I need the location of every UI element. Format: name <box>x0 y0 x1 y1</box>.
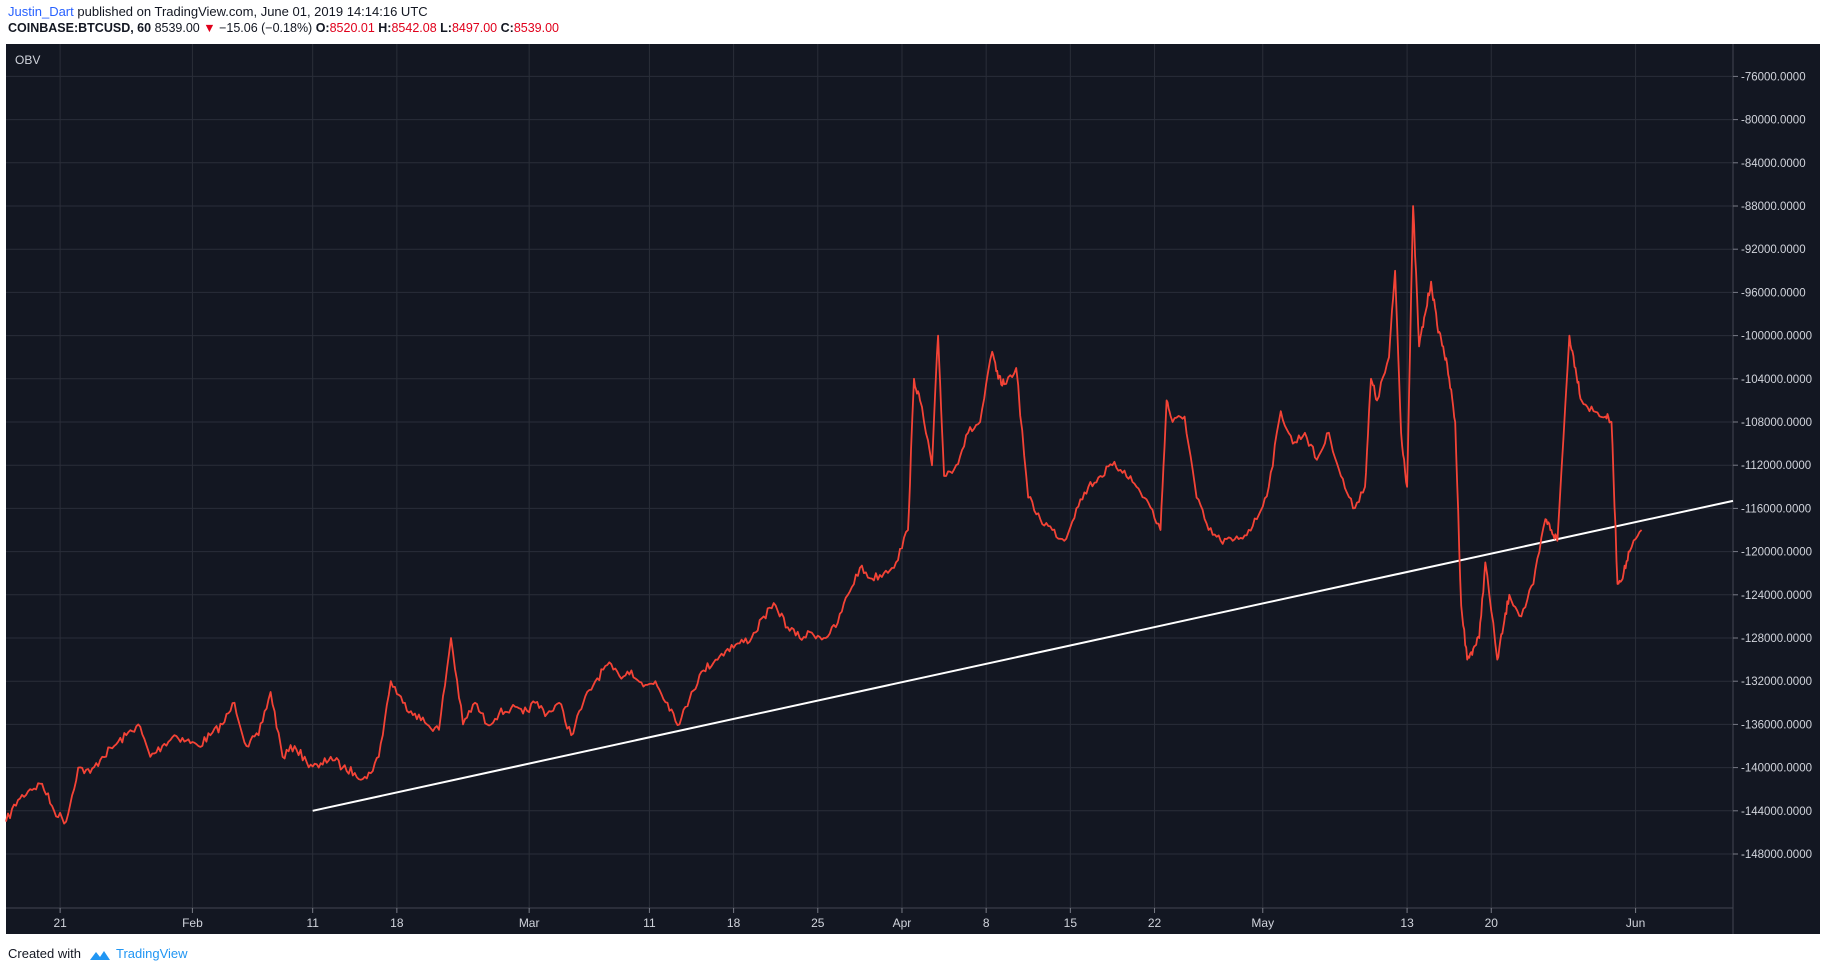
x-tick-label: 20 <box>1485 916 1499 930</box>
y-tick-label: -80000.0000 <box>1741 115 1806 127</box>
author-link[interactable]: Justin_Dart <box>8 4 74 19</box>
y-tick-label: -116000.0000 <box>1741 503 1811 515</box>
x-tick-label: 22 <box>1148 916 1162 930</box>
y-tick-label: -128000.0000 <box>1741 633 1812 645</box>
y-tick-label: -76000.0000 <box>1741 71 1806 83</box>
y-tick-label: -112000.0000 <box>1741 460 1811 472</box>
y-tick-label: -120000.0000 <box>1741 547 1812 559</box>
tradingview-logo-icon <box>89 950 110 960</box>
high-value: 8542.08 <box>391 21 437 35</box>
x-tick-label: Jun <box>1626 916 1645 930</box>
chart-background <box>6 44 1820 934</box>
x-tick-label: 11 <box>643 916 656 930</box>
down-arrow-icon: ▼ <box>203 21 216 35</box>
footer: Created with TradingView <box>8 946 188 962</box>
y-tick-label: -100000.0000 <box>1741 331 1812 343</box>
close-value: 8539.00 <box>513 21 560 35</box>
y-tick-label: -104000.0000 <box>1741 374 1812 386</box>
axis-ticks: -76000.0000 -80000.0000 -84000.0000 -88000.… <box>53 71 1812 930</box>
price-change: −15.06 (−0.18%) <box>219 21 313 35</box>
x-tick-label: 25 <box>811 916 825 930</box>
y-tick-label: -124000.0000 <box>1741 590 1812 602</box>
grid-lines <box>6 44 1733 908</box>
created-with-text: Created with <box>8 946 81 961</box>
x-tick-label: 11 <box>306 916 319 930</box>
x-tick-label: 18 <box>390 916 404 930</box>
indicator-label: OBV <box>15 53 40 67</box>
x-tick-label: Apr <box>893 916 912 930</box>
y-tick-label: -92000.0000 <box>1741 244 1806 256</box>
y-tick-label: -88000.0000 <box>1741 201 1806 213</box>
x-tick-label: Mar <box>519 916 540 930</box>
last-price: 8539.00 <box>154 21 200 35</box>
y-tick-label: -140000.0000 <box>1741 763 1812 775</box>
publish-line: Justin_Dart published on TradingView.com… <box>8 4 559 19</box>
y-tick-label: -84000.0000 <box>1741 158 1806 170</box>
x-tick-label: 8 <box>983 916 990 930</box>
close-label: C: <box>500 21 514 35</box>
open-label: O: <box>315 21 330 35</box>
y-tick-label: -136000.0000 <box>1741 719 1812 731</box>
y-tick-label: -148000.0000 <box>1741 849 1812 861</box>
y-tick-label: -96000.0000 <box>1741 287 1806 299</box>
tradingview-brand[interactable]: TradingView <box>116 946 188 961</box>
x-tick-label: Feb <box>182 916 203 930</box>
symbol-line: COINBASE:BTCUSD, 60 8539.00 ▼ −15.06 (−0… <box>8 21 559 36</box>
y-tick-label: -144000.0000 <box>1741 806 1812 818</box>
x-tick-label: 18 <box>727 916 741 930</box>
open-value: 8520.01 <box>329 21 375 35</box>
y-tick-label: -132000.0000 <box>1741 676 1812 688</box>
symbol-label: COINBASE:BTCUSD, 60 <box>8 21 152 35</box>
published-text: published on TradingView.com, June 01, 2… <box>77 4 428 19</box>
y-tick-label: -108000.0000 <box>1741 417 1812 429</box>
low-value: 8497.00 <box>451 21 498 35</box>
x-tick-label: 13 <box>1400 916 1414 930</box>
low-label: L: <box>440 21 452 35</box>
obv-series-line <box>5 205 1643 825</box>
x-tick-label: May <box>1251 916 1274 930</box>
trendline[interactable] <box>312 499 1734 812</box>
x-tick-label: 21 <box>53 916 67 930</box>
high-label: H: <box>378 21 392 35</box>
x-tick-label: 15 <box>1064 916 1078 930</box>
chart-header: Justin_Dart published on TradingView.com… <box>8 4 559 36</box>
